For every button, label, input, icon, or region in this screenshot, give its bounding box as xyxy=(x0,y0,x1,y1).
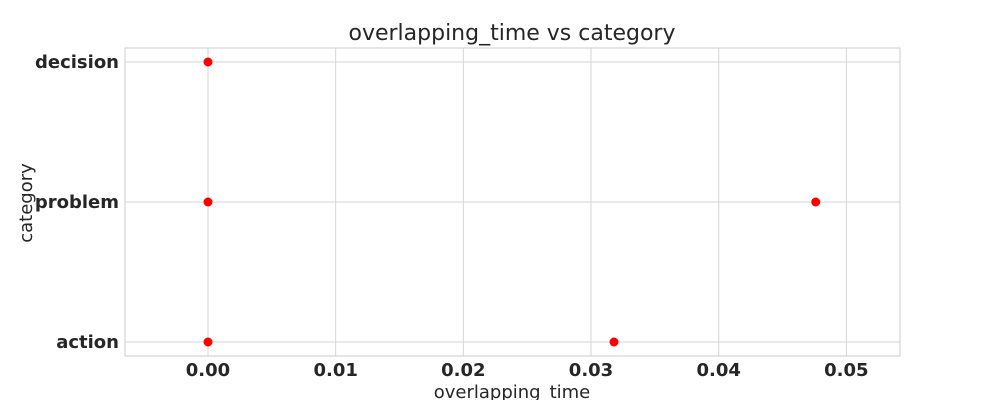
grid-lines xyxy=(125,48,900,356)
x-tick-label: 0.05 xyxy=(824,360,868,381)
y-axis-label: category xyxy=(16,163,37,243)
y-tick-label: decision xyxy=(35,52,119,73)
x-ticks: 0.00 0.01 0.02 0.03 0.04 0.05 xyxy=(186,360,869,381)
x-axis-label: overlapping_time xyxy=(434,382,591,400)
x-tick-label: 0.00 xyxy=(186,360,230,381)
x-tick-label: 0.01 xyxy=(313,360,357,381)
data-point xyxy=(203,57,213,67)
data-point xyxy=(811,197,821,207)
chart-title: overlapping_time vs category xyxy=(348,21,675,46)
y-tick-label: problem xyxy=(35,192,119,213)
data-point xyxy=(203,337,213,347)
data-point xyxy=(203,197,213,207)
x-tick-label: 0.04 xyxy=(696,360,740,381)
data-point xyxy=(609,337,619,347)
x-tick-label: 0.03 xyxy=(569,360,613,381)
plot-frame xyxy=(124,47,901,357)
y-ticks: action problem decision xyxy=(35,52,119,353)
y-tick-label: action xyxy=(56,332,119,353)
x-tick-label: 0.02 xyxy=(441,360,485,381)
data-points xyxy=(203,57,821,347)
